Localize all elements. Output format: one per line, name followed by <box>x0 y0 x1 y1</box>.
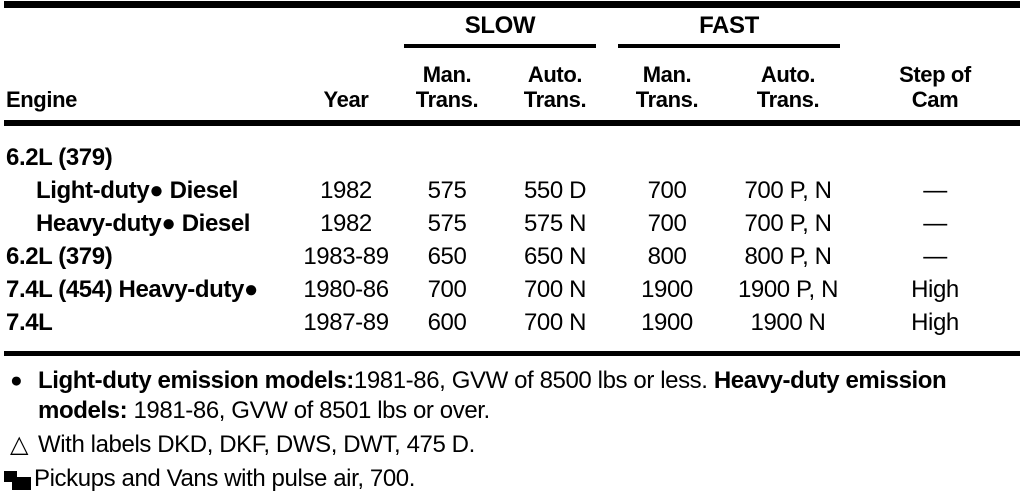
table-row: 7.4L 1987-89 600 700 N 1900 1900 N High <box>4 306 1020 339</box>
header-line: Trans. <box>415 87 479 112</box>
column-header-year: Year <box>323 87 369 112</box>
fast-man-cell: 1900 <box>641 309 693 336</box>
table-bottom-rule <box>4 351 1020 356</box>
fast-auto-cell: 700 P, N <box>744 177 832 204</box>
engine-cell: 6.2L (379) <box>6 144 113 171</box>
fast-auto-cell: 1900 N <box>750 309 826 336</box>
footnote-segment: models: <box>38 397 128 424</box>
column-header-step-of-cam: Step of Cam <box>850 62 1020 112</box>
footnote-segment: 1981-86, GVW of 8501 lbs or over. <box>127 397 490 424</box>
header-line: Man. <box>422 62 472 87</box>
engine-cell: Light-duty● Diesel <box>36 177 238 204</box>
fast-man-cell: 700 <box>647 210 687 237</box>
slow-auto-cell: 575 N <box>523 210 587 237</box>
year-cell: 1982 <box>320 210 372 237</box>
step-cell: High <box>911 309 959 336</box>
footnote-segment: 1981-86, GVW of 8500 lbs or less. <box>353 367 714 394</box>
slow-man-cell: 600 <box>427 309 467 336</box>
footnote-pickups-vans: Pickups and Vans with pulse air, 700. <box>4 464 1020 494</box>
group-header-spacer <box>4 8 392 48</box>
engine-cell: Heavy-duty● Diesel <box>36 210 251 237</box>
slow-auto-cell: 700 N <box>523 309 587 336</box>
table-row: 7.4L (454) Heavy-duty● 1980-86 700 700 N… <box>4 273 1020 306</box>
footnote-segment: Light-duty emission models: <box>38 367 354 394</box>
slow-auto-cell: 550 D <box>523 177 587 204</box>
fast-auto-cell: 1900 P, N <box>737 276 839 303</box>
header-bottom-rule <box>4 120 1020 126</box>
fast-auto-cell: 700 P, N <box>744 210 832 237</box>
table-row: Heavy-duty● Diesel 1982 575 575 N 700 70… <box>4 207 1020 240</box>
footnote-line: models: 1981-86, GVW of 8501 lbs or over… <box>38 396 1020 426</box>
header-line: Auto. <box>760 62 816 87</box>
slow-auto-cell: 700 N <box>523 276 587 303</box>
group-header-spacer <box>850 8 1020 48</box>
column-header-engine: Engine <box>6 87 77 112</box>
header-line: Step of <box>899 62 971 87</box>
group-header-slow-label: SLOW <box>464 12 536 39</box>
engine-cell: 6.2L (379) <box>6 243 113 270</box>
header-line: Cam <box>911 87 959 112</box>
slow-man-cell: 700 <box>427 276 467 303</box>
column-header-fast-auto-trans: Auto. Trans. <box>726 62 850 112</box>
slow-man-cell: 575 <box>427 210 467 237</box>
step-cell: High <box>911 276 959 303</box>
year-cell: 1987-89 <box>303 309 389 336</box>
table-top-rule <box>4 1 1020 8</box>
table-group-header-row: SLOW FAST <box>4 8 1020 48</box>
footnote-segment: Heavy-duty emission <box>713 367 947 394</box>
step-cell: — <box>923 177 947 204</box>
header-line: Trans. <box>523 87 587 112</box>
footnote-labels: △ With labels DKD, DKF, DWS, DWT, 475 D. <box>4 430 1020 460</box>
fast-man-cell: 1900 <box>641 276 693 303</box>
slow-auto-cell: 650 N <box>523 243 587 270</box>
column-header-slow-man-trans: Man. Trans. <box>392 62 502 112</box>
step-cell: — <box>923 210 947 237</box>
slow-underline <box>404 44 596 48</box>
header-line: Man. <box>642 62 692 87</box>
engine-cell: 7.4L <box>6 309 53 336</box>
footnote-emission-models: ● Light-duty emission models:1981-86, GV… <box>4 366 1020 426</box>
step-cell: — <box>923 243 947 270</box>
header-line: Trans. <box>635 87 699 112</box>
footnote-line: Light-duty emission models:1981-86, GVW … <box>38 366 1020 396</box>
group-header-slow: SLOW <box>392 8 608 48</box>
table-column-header-row: Engine Year Man. Trans. Auto. Trans. Man… <box>4 48 1020 120</box>
column-header-fast-man-trans: Man. Trans. <box>608 62 726 112</box>
fast-auto-cell: 800 P, N <box>744 243 832 270</box>
group-header-fast: FAST <box>608 8 850 48</box>
fast-man-cell: 700 <box>647 177 687 204</box>
engine-cell: 7.4L (454) Heavy-duty● <box>6 276 259 303</box>
table-row: 6.2L (379) <box>4 141 1020 174</box>
table-row: Light-duty● Diesel 1982 575 550 D 700 70… <box>4 174 1020 207</box>
slow-man-cell: 575 <box>427 177 467 204</box>
year-cell: 1983-89 <box>303 243 389 270</box>
table-body: 6.2L (379) Light-duty● Diesel 1982 575 5… <box>4 126 1020 351</box>
footnote-text: Pickups and Vans with pulse air, 700. <box>34 465 415 492</box>
fast-underline <box>618 44 840 48</box>
year-cell: 1982 <box>320 177 372 204</box>
slow-man-cell: 650 <box>427 243 467 270</box>
fast-man-cell: 800 <box>647 243 687 270</box>
triangle-icon: △ <box>10 431 29 458</box>
year-cell: 1980-86 <box>303 276 389 303</box>
header-line: Trans. <box>756 87 820 112</box>
footnote-text: With labels DKD, DKF, DWS, DWT, 475 D. <box>38 431 475 458</box>
group-header-fast-label: FAST <box>699 12 759 39</box>
header-line: Auto. <box>527 62 583 87</box>
column-header-slow-auto-trans: Auto. Trans. <box>502 62 608 112</box>
footnotes: ● Light-duty emission models:1981-86, GV… <box>4 356 1020 494</box>
pickup-truck-icon <box>4 469 31 500</box>
table-row: 6.2L (379) 1983-89 650 650 N 800 800 P, … <box>4 240 1020 273</box>
bullet-icon: ● <box>10 369 23 392</box>
